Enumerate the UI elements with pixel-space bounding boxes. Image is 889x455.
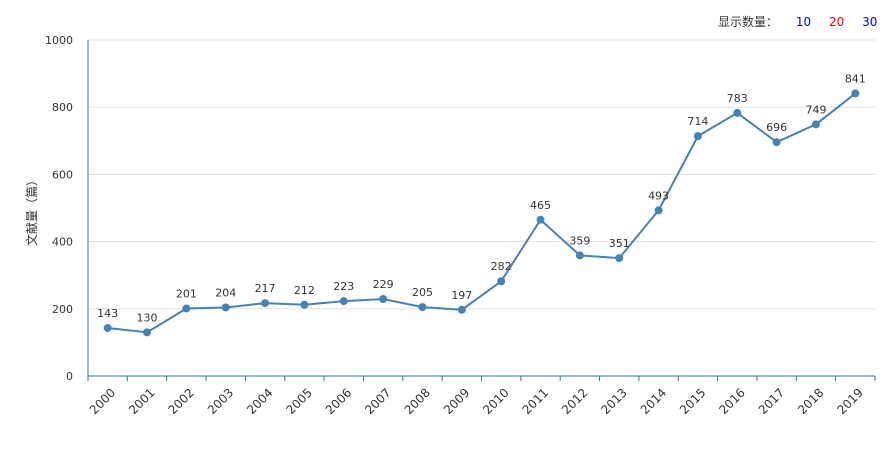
data-label: 229 xyxy=(373,278,394,291)
axes xyxy=(87,40,876,381)
data-point xyxy=(339,297,348,306)
data-point xyxy=(575,251,584,260)
data-label: 749 xyxy=(805,103,826,116)
data-label: 204 xyxy=(215,286,236,299)
x-tick-label: 2009 xyxy=(441,386,472,417)
data-point xyxy=(772,138,781,147)
x-tick-label: 2007 xyxy=(362,386,393,417)
y-axis-label: 文献量（篇） xyxy=(24,174,39,246)
y-tick-label: 400 xyxy=(52,236,73,249)
data-point xyxy=(851,89,860,98)
x-tick-labels: 2000 2001 2002 2003 2004 2005 2006 2007 2008 2009… xyxy=(87,386,866,417)
y-tick-labels: 0 200 400 600 800 1000 xyxy=(45,34,73,383)
data-point xyxy=(457,305,466,314)
data-label: 143 xyxy=(97,307,118,320)
data-point xyxy=(261,299,270,308)
y-tick-label: 0 xyxy=(66,370,73,383)
data-point xyxy=(536,215,545,224)
x-tick-label: 2010 xyxy=(480,386,511,417)
x-tick-label: 2004 xyxy=(244,386,275,417)
data-point xyxy=(693,132,702,141)
x-tick-label: 2013 xyxy=(598,386,629,417)
data-label: 205 xyxy=(412,286,433,299)
data-point xyxy=(379,295,388,304)
x-tick-label: 2012 xyxy=(559,386,590,417)
data-label: 714 xyxy=(687,115,708,128)
x-tick-label: 2018 xyxy=(795,386,826,417)
data-point xyxy=(418,303,427,312)
x-tick-label: 2016 xyxy=(716,386,747,417)
data-label: 201 xyxy=(176,287,197,300)
data-label: 197 xyxy=(451,289,472,302)
x-tick-label: 2002 xyxy=(165,386,196,417)
data-label: 841 xyxy=(845,72,866,85)
y-tick-label: 1000 xyxy=(45,34,73,47)
x-tick-label: 2003 xyxy=(205,386,236,417)
data-label: 359 xyxy=(569,234,590,247)
data-point xyxy=(143,328,152,337)
x-tick-label: 2008 xyxy=(402,386,433,417)
x-tick-label: 2015 xyxy=(677,386,708,417)
data-label: 282 xyxy=(491,260,512,273)
data-label: 351 xyxy=(609,237,630,250)
data-point xyxy=(221,303,230,312)
data-point xyxy=(733,108,742,117)
data-point xyxy=(497,277,506,286)
data-point xyxy=(811,120,820,129)
y-tick-label: 600 xyxy=(52,168,73,181)
data-points xyxy=(103,89,860,337)
x-tick-label: 2019 xyxy=(834,386,865,417)
x-tick-label: 2014 xyxy=(638,386,669,417)
data-label: 465 xyxy=(530,199,551,212)
data-label: 217 xyxy=(255,282,276,295)
display-count-option-10[interactable]: 10 xyxy=(795,15,812,29)
data-label: 493 xyxy=(648,189,669,202)
x-tick-label: 2006 xyxy=(323,386,354,417)
gridlines xyxy=(88,39,875,310)
series-line-group xyxy=(107,92,856,334)
data-label: 130 xyxy=(137,311,158,324)
x-tick-label: 2011 xyxy=(520,386,551,417)
data-point xyxy=(654,206,663,215)
data-point xyxy=(300,300,309,309)
y-tick-label: 800 xyxy=(52,101,73,114)
y-tick-label: 200 xyxy=(52,303,73,316)
data-point xyxy=(182,304,191,313)
x-tick-label: 2000 xyxy=(87,386,118,417)
display-count-option-30[interactable]: 30 xyxy=(862,15,878,29)
display-count-bar: 显示数量： 10 20 30 xyxy=(718,13,877,30)
data-label: 696 xyxy=(766,121,787,134)
data-point xyxy=(615,254,624,263)
data-point xyxy=(103,323,112,332)
data-label: 783 xyxy=(727,92,748,105)
display-count-option-20[interactable]: 20 xyxy=(828,15,845,29)
data-label: 212 xyxy=(294,284,315,297)
series-line xyxy=(107,92,856,334)
x-tick-label: 2005 xyxy=(284,386,315,417)
data-labels: 143 130 201 204 217 212 223 229 205 197 282 465 359 3… xyxy=(97,72,866,324)
data-label: 223 xyxy=(333,280,354,293)
x-tick-label: 2017 xyxy=(756,386,787,417)
display-count-label: 显示数量： xyxy=(718,15,779,29)
x-tick-label: 2001 xyxy=(126,386,157,417)
